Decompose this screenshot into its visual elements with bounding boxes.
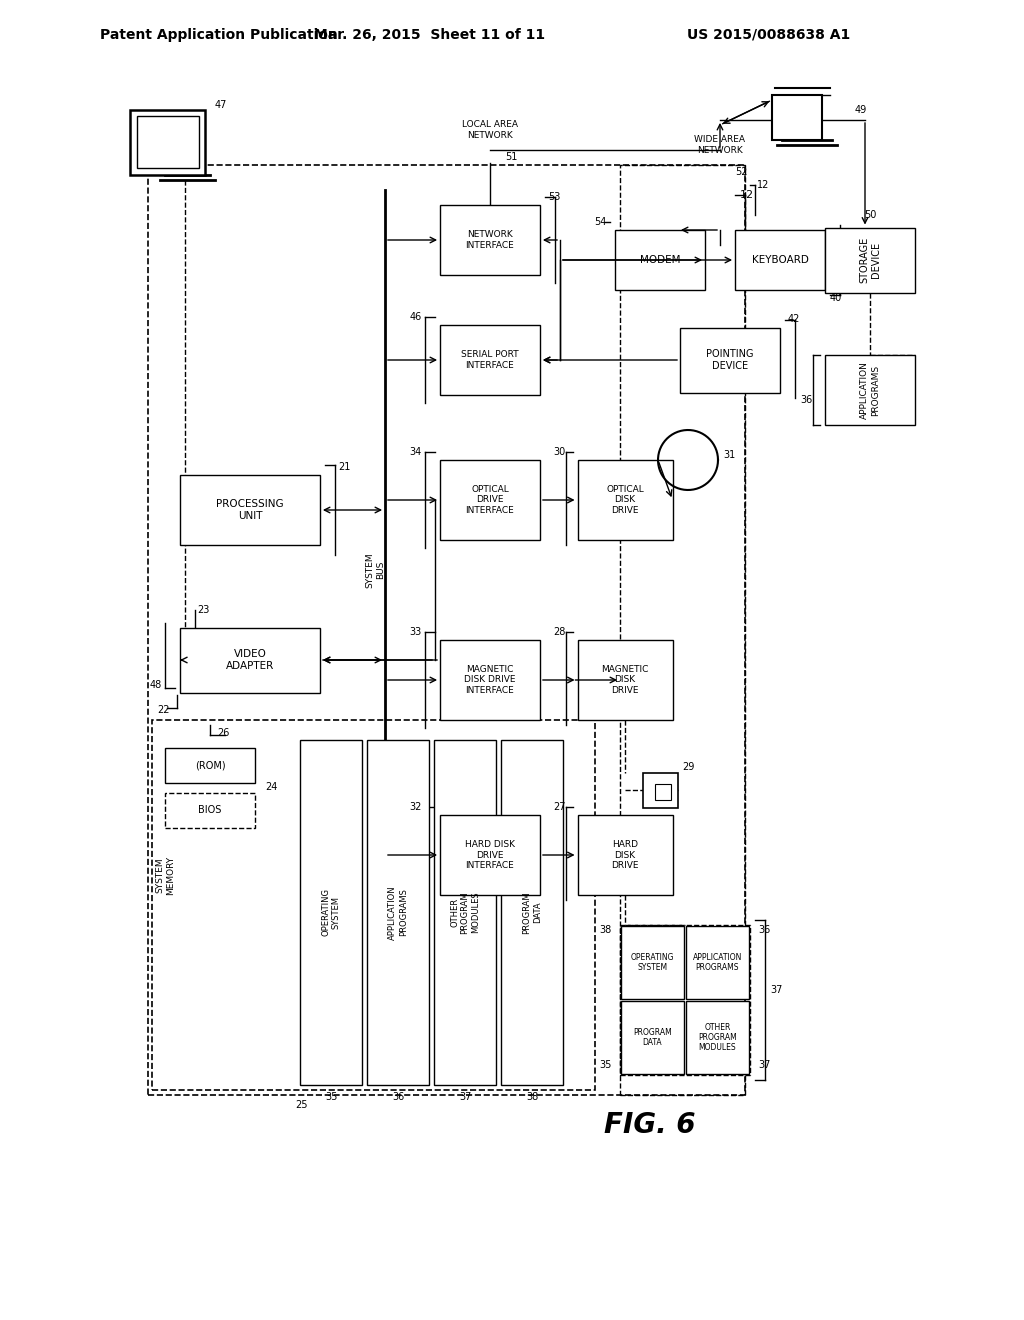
Text: OPTICAL
DRIVE
INTERFACE: OPTICAL DRIVE INTERFACE [466, 486, 514, 515]
FancyBboxPatch shape [655, 784, 671, 800]
FancyBboxPatch shape [130, 110, 205, 176]
FancyBboxPatch shape [300, 741, 362, 1085]
Text: OTHER
PROGRAM
MODULES: OTHER PROGRAM MODULES [451, 891, 480, 933]
Text: 37: 37 [770, 985, 782, 995]
Text: 46: 46 [410, 312, 422, 322]
Text: 35: 35 [325, 1092, 337, 1102]
Text: HARD
DISK
DRIVE: HARD DISK DRIVE [611, 840, 639, 870]
Text: OPERATING
SYSTEM: OPERATING SYSTEM [631, 953, 674, 973]
Text: OTHER
PROGRAM
MODULES: OTHER PROGRAM MODULES [698, 1023, 737, 1052]
Text: 32: 32 [410, 803, 422, 812]
Text: 30: 30 [553, 447, 565, 457]
Text: 22: 22 [157, 705, 170, 715]
Text: 35: 35 [600, 1060, 612, 1071]
Text: 27: 27 [553, 803, 565, 812]
FancyBboxPatch shape [501, 741, 563, 1085]
Text: 48: 48 [150, 680, 162, 689]
Text: 54: 54 [595, 216, 607, 227]
Text: 29: 29 [683, 763, 695, 772]
Text: 12: 12 [757, 180, 769, 190]
Text: PROCESSING
UNIT: PROCESSING UNIT [216, 499, 284, 521]
Text: 24: 24 [265, 783, 278, 792]
FancyBboxPatch shape [621, 1001, 684, 1074]
Text: FIG. 6: FIG. 6 [604, 1111, 695, 1139]
Text: 37: 37 [758, 1060, 770, 1071]
Text: 34: 34 [410, 447, 422, 457]
Text: 47: 47 [215, 100, 227, 110]
Text: KEYBOARD: KEYBOARD [752, 255, 808, 265]
FancyBboxPatch shape [578, 459, 673, 540]
FancyBboxPatch shape [680, 327, 780, 392]
Text: 40: 40 [830, 293, 843, 304]
Text: MODEM: MODEM [640, 255, 680, 265]
Text: 53: 53 [548, 191, 560, 202]
Text: 50: 50 [864, 210, 877, 220]
Text: LOCAL AREA
NETWORK: LOCAL AREA NETWORK [462, 120, 518, 140]
FancyBboxPatch shape [165, 747, 255, 783]
Text: 28: 28 [553, 627, 565, 638]
Text: STORAGE
DEVICE: STORAGE DEVICE [859, 236, 881, 282]
Text: OPERATING
SYSTEM: OPERATING SYSTEM [322, 888, 341, 936]
Text: PROGRAM
DATA: PROGRAM DATA [522, 891, 542, 933]
Text: 36: 36 [758, 925, 770, 935]
FancyBboxPatch shape [578, 640, 673, 719]
FancyBboxPatch shape [825, 355, 915, 425]
Text: HARD DISK
DRIVE
INTERFACE: HARD DISK DRIVE INTERFACE [465, 840, 515, 870]
Text: 23: 23 [197, 605, 209, 615]
Text: 37: 37 [459, 1092, 471, 1102]
Text: OPTICAL
DISK
DRIVE: OPTICAL DISK DRIVE [606, 486, 644, 515]
Text: 52: 52 [735, 168, 748, 177]
FancyBboxPatch shape [825, 227, 915, 293]
Text: WIDE AREA
NETWORK: WIDE AREA NETWORK [694, 135, 745, 154]
Text: 38: 38 [526, 1092, 539, 1102]
FancyBboxPatch shape [440, 205, 540, 275]
Text: VIDEO
ADAPTER: VIDEO ADAPTER [226, 649, 274, 671]
Text: 12: 12 [740, 190, 754, 201]
FancyBboxPatch shape [578, 814, 673, 895]
Text: APPLICATION
PROGRAMS: APPLICATION PROGRAMS [693, 953, 742, 973]
Text: 21: 21 [338, 462, 350, 473]
FancyBboxPatch shape [440, 640, 540, 719]
Text: (ROM): (ROM) [195, 760, 225, 770]
FancyBboxPatch shape [686, 1001, 749, 1074]
Text: SYSTEM
BUS: SYSTEM BUS [366, 552, 385, 587]
FancyBboxPatch shape [434, 741, 496, 1085]
FancyBboxPatch shape [735, 230, 825, 290]
Text: Patent Application Publication: Patent Application Publication [100, 28, 338, 42]
Text: 36: 36 [392, 1092, 404, 1102]
Text: 42: 42 [788, 314, 801, 325]
FancyBboxPatch shape [137, 116, 199, 168]
Text: 31: 31 [723, 450, 735, 459]
FancyBboxPatch shape [642, 772, 678, 808]
Text: 26: 26 [217, 729, 229, 738]
Text: SERIAL PORT
INTERFACE: SERIAL PORT INTERFACE [461, 350, 519, 370]
Text: NETWORK
INTERFACE: NETWORK INTERFACE [466, 230, 514, 249]
FancyBboxPatch shape [621, 927, 684, 999]
Text: Mar. 26, 2015  Sheet 11 of 11: Mar. 26, 2015 Sheet 11 of 11 [314, 28, 546, 42]
Text: MAGNETIC
DISK
DRIVE: MAGNETIC DISK DRIVE [601, 665, 648, 694]
Text: MAGNETIC
DISK DRIVE
INTERFACE: MAGNETIC DISK DRIVE INTERFACE [464, 665, 516, 694]
FancyBboxPatch shape [180, 627, 319, 693]
FancyBboxPatch shape [686, 927, 749, 999]
Text: APPLICATION
PROGRAMS: APPLICATION PROGRAMS [860, 362, 880, 418]
Text: 49: 49 [855, 106, 867, 115]
Text: SYSTEM
MEMORY: SYSTEM MEMORY [156, 855, 175, 895]
FancyBboxPatch shape [772, 95, 822, 140]
Text: 33: 33 [410, 627, 422, 638]
FancyBboxPatch shape [180, 475, 319, 545]
Text: 25: 25 [295, 1100, 307, 1110]
Text: BIOS: BIOS [199, 805, 221, 814]
Text: APPLICATION
PROGRAMS: APPLICATION PROGRAMS [388, 886, 408, 940]
Text: POINTING
DEVICE: POINTING DEVICE [707, 350, 754, 371]
FancyBboxPatch shape [367, 741, 429, 1085]
FancyBboxPatch shape [440, 325, 540, 395]
Text: 51: 51 [505, 152, 517, 162]
FancyBboxPatch shape [440, 459, 540, 540]
Text: PROGRAM
DATA: PROGRAM DATA [633, 1028, 672, 1047]
Text: US 2015/0088638 A1: US 2015/0088638 A1 [687, 28, 850, 42]
FancyBboxPatch shape [615, 230, 705, 290]
Text: 36: 36 [801, 395, 813, 405]
FancyBboxPatch shape [440, 814, 540, 895]
Text: 38: 38 [600, 925, 612, 935]
